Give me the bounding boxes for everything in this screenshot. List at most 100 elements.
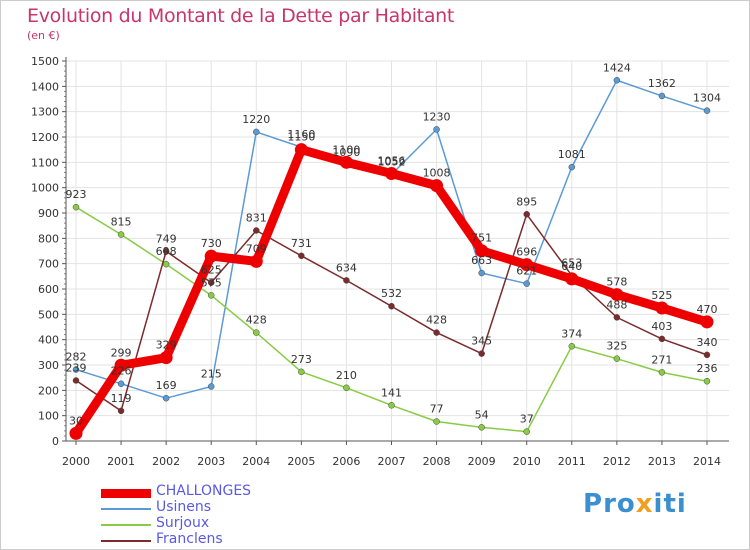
data-point <box>703 377 711 385</box>
data-label: 1424 <box>603 61 631 74</box>
data-label: 273 <box>291 353 312 366</box>
data-point <box>207 279 215 286</box>
data-point <box>613 355 621 362</box>
y-tick-label: 0 <box>52 435 59 448</box>
y-tick-label: 800 <box>38 232 59 245</box>
data-label: 210 <box>336 369 357 382</box>
data-label: 815 <box>111 216 132 229</box>
data-label: 488 <box>606 298 627 311</box>
data-point <box>478 269 485 277</box>
x-tick-label: 2014 <box>693 455 721 468</box>
x-tick-label: 2007 <box>378 455 406 468</box>
data-label: 119 <box>111 392 132 405</box>
data-point <box>613 314 621 321</box>
data-label: 37 <box>520 413 534 426</box>
data-label: 77 <box>430 402 444 415</box>
data-label: 625 <box>201 264 222 277</box>
data-label: 403 <box>651 320 672 333</box>
data-label: 1220 <box>242 113 270 126</box>
data-label: 1230 <box>423 110 451 123</box>
data-label: 329 <box>156 339 177 352</box>
data-point <box>703 107 711 114</box>
data-point <box>298 252 305 260</box>
data-point <box>385 166 398 180</box>
data-point <box>610 288 624 302</box>
y-tick-label: 100 <box>38 410 59 423</box>
data-label: 621 <box>516 265 537 278</box>
logo-letter: r <box>603 489 617 519</box>
data-label: 141 <box>381 386 402 399</box>
data-point <box>162 260 170 268</box>
data-point <box>523 428 530 435</box>
data-point <box>114 358 128 372</box>
x-tick-label: 2001 <box>107 455 135 468</box>
data-point <box>207 292 215 299</box>
data-point <box>565 272 579 286</box>
legend-label: Surjoux <box>156 515 210 531</box>
data-label: 1100 <box>332 143 360 156</box>
y-tick-label: 1300 <box>31 106 59 119</box>
data-point <box>343 277 350 284</box>
data-label: 239 <box>66 361 87 374</box>
y-tick-label: 400 <box>38 334 59 347</box>
x-tick-label: 2003 <box>197 455 225 468</box>
legend-label: Franclens <box>156 531 223 547</box>
data-label: 730 <box>201 237 222 250</box>
data-point <box>433 126 440 133</box>
data-label: 1081 <box>558 148 586 161</box>
data-label: 30 <box>69 414 83 427</box>
logo-letter: x <box>635 489 654 519</box>
x-tick-label: 2008 <box>423 455 451 468</box>
data-point <box>162 394 170 402</box>
legend-swatch <box>101 524 151 526</box>
data-label: 831 <box>246 211 267 224</box>
data-label: 895 <box>516 195 537 208</box>
y-tick-label: 300 <box>38 359 59 372</box>
data-label: 1008 <box>423 167 451 180</box>
data-point <box>388 302 395 310</box>
data-label: 1056 <box>378 154 406 167</box>
data-label: 709 <box>246 242 267 255</box>
data-label: 345 <box>471 335 492 348</box>
x-tick-label: 2006 <box>332 455 360 468</box>
data-label: 751 <box>471 232 492 245</box>
data-label: 299 <box>111 346 132 359</box>
x-tick-label: 2004 <box>242 455 270 468</box>
data-label: 1160 <box>287 128 315 141</box>
data-point <box>253 329 260 336</box>
data-point <box>658 369 666 376</box>
y-tick-label: 700 <box>38 258 59 271</box>
data-point <box>523 280 530 287</box>
y-tick-label: 1200 <box>31 131 59 144</box>
legend-swatch <box>101 540 151 542</box>
x-tick-label: 2010 <box>513 455 541 468</box>
data-point <box>475 244 489 258</box>
data-point <box>162 248 170 255</box>
x-tick-label: 2000 <box>62 455 90 468</box>
data-point <box>117 231 125 238</box>
logo-letter: t <box>663 489 677 519</box>
y-tick-label: 1100 <box>31 156 59 169</box>
data-point <box>523 211 530 218</box>
data-point <box>658 92 666 100</box>
y-tick-label: 500 <box>38 308 59 321</box>
y-tick-label: 1400 <box>31 80 59 93</box>
data-label: 731 <box>291 237 312 250</box>
x-tick-label: 2013 <box>648 455 676 468</box>
data-point <box>294 143 308 157</box>
data-point <box>298 368 305 376</box>
data-label: 428 <box>426 314 447 327</box>
data-label: 340 <box>697 336 718 349</box>
data-label: 1052 <box>378 155 406 168</box>
y-tick-label: 900 <box>38 207 59 220</box>
data-point <box>159 351 173 365</box>
data-label: 282 <box>66 351 87 364</box>
legend-label: CHALLONGES <box>156 483 252 499</box>
logo-letter: i <box>676 489 687 519</box>
data-label: 1090 <box>332 146 360 159</box>
data-label: 663 <box>471 254 492 267</box>
y-tick-label: 1500 <box>31 55 59 68</box>
data-point <box>700 315 714 329</box>
y-tick-label: 200 <box>38 384 59 397</box>
